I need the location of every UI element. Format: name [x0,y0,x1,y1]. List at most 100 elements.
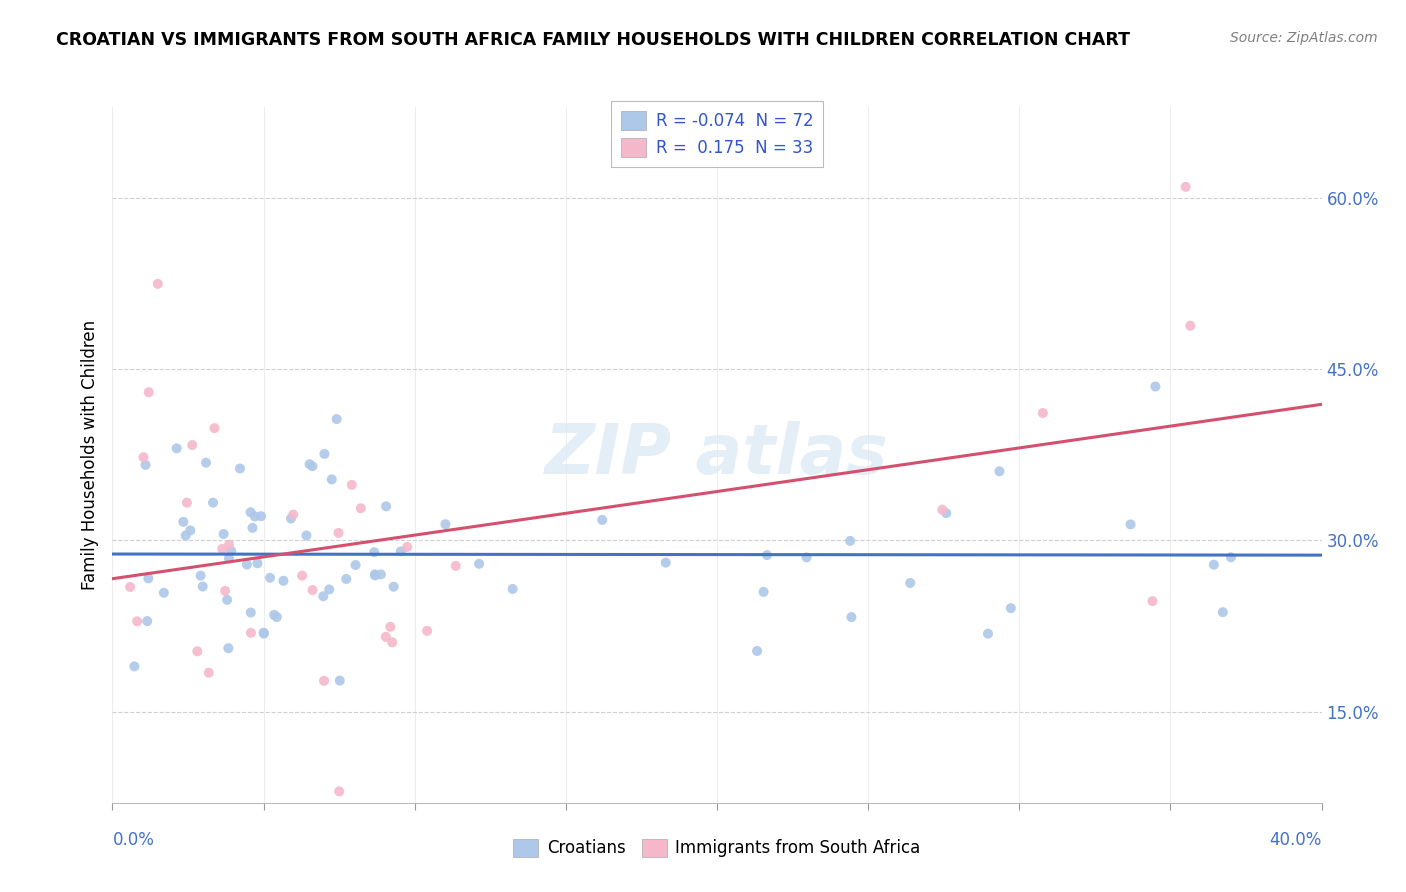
Point [239,606,262,620]
Point [1180,318,1202,333]
Point [280,511,302,525]
Point [243,509,266,524]
Point [250,509,273,524]
Point [314,447,336,461]
Point [328,525,350,540]
Point [745,644,768,658]
Point [266,610,288,624]
Point [898,576,921,591]
Point [283,508,305,522]
Point [1220,550,1243,565]
Point [344,558,367,572]
Point [752,585,775,599]
Point [236,558,259,572]
Text: CROATIAN VS IMMIGRANTS FROM SOUTH AFRICA FAMILY HOUSEHOLDS WITH CHILDREN CORRELA: CROATIAN VS IMMIGRANTS FROM SOUTH AFRICA… [56,31,1130,49]
Point [988,464,1011,478]
Point [1144,379,1167,393]
Point [380,620,402,634]
Point [350,501,373,516]
Point [239,505,262,519]
Point [218,538,240,552]
Point [301,459,323,474]
Point [153,586,176,600]
Text: Source: ZipAtlas.com: Source: ZipAtlas.com [1230,31,1378,45]
Point [935,506,957,520]
Point [263,607,285,622]
Point [756,548,779,562]
Point [364,568,387,582]
Point [136,614,159,628]
Point [1142,594,1164,608]
Point [839,533,862,548]
Point [502,582,524,596]
Text: ZIP atlas: ZIP atlas [546,421,889,489]
Point [340,478,363,492]
Point [396,540,419,554]
Point [195,456,218,470]
Point [444,558,467,573]
Point [212,527,235,541]
Point [977,626,1000,640]
Point [375,500,398,514]
Point [190,568,212,582]
Point [174,528,197,542]
Point [329,673,352,688]
Point [253,626,276,640]
Point [219,544,242,558]
Point [218,551,240,566]
Point [211,541,233,556]
Point [318,582,340,597]
Point [381,635,404,649]
Point [796,550,818,565]
Point [197,665,219,680]
Point [172,515,194,529]
Point [135,458,157,472]
Point [124,659,146,673]
Point [217,593,239,607]
Point [1174,180,1197,194]
Point [176,495,198,509]
Point [273,574,295,588]
Point [127,615,149,629]
Point [146,277,169,291]
Point [382,580,405,594]
Legend: Croatians, Immigrants from South Africa: Croatians, Immigrants from South Africa [506,832,928,864]
Point [1000,601,1022,615]
Point [374,630,396,644]
Point [295,528,318,542]
Point [434,517,457,532]
Text: 0.0%: 0.0% [112,830,155,848]
Point [132,450,155,465]
Point [312,673,335,688]
Point [841,610,863,624]
Point [239,625,262,640]
Point [1212,605,1234,619]
Point [1119,517,1142,532]
Point [246,556,269,570]
Point [298,457,321,471]
Text: 40.0%: 40.0% [1270,830,1322,848]
Point [416,624,439,638]
Point [291,568,314,582]
Point [364,567,387,582]
Point [370,567,392,582]
Point [654,556,676,570]
Point [312,589,335,603]
Point [204,421,226,435]
Point [120,580,142,594]
Point [259,571,281,585]
Point [1032,406,1054,420]
Point [468,557,491,571]
Point [179,524,201,538]
Point [138,571,160,585]
Point [138,385,160,400]
Point [389,544,412,558]
Point [191,579,214,593]
Point [229,461,252,475]
Point [301,583,323,598]
Point [325,412,347,426]
Point [931,502,953,516]
Point [202,496,225,510]
Point [321,472,343,486]
Point [181,438,204,452]
